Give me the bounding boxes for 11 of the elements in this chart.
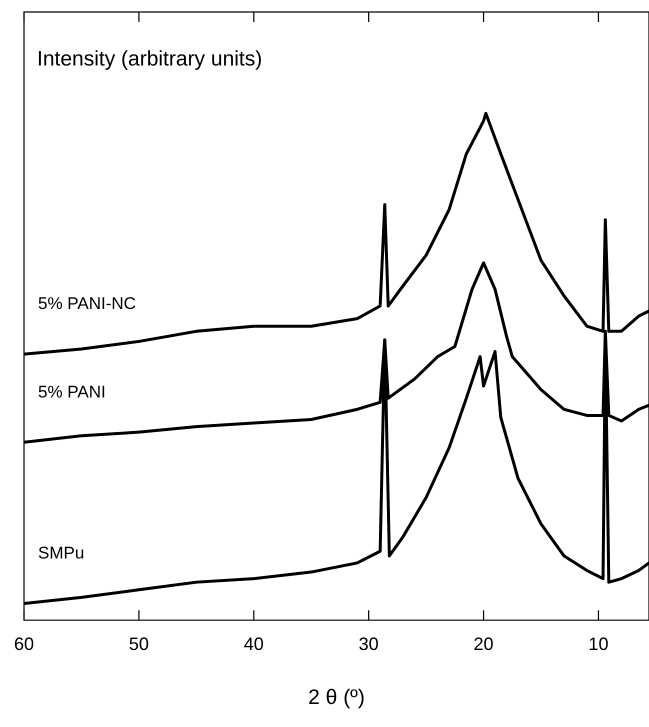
x-tick-label: 10 xyxy=(588,634,608,654)
series-label: 5% PANI-NC xyxy=(38,294,136,314)
x-tick-label: 60 xyxy=(14,634,34,654)
y-axis-title: Intensity (arbitrary units) xyxy=(37,47,262,70)
x-tick-label: 20 xyxy=(474,634,494,654)
series-label: 5% PANI xyxy=(38,382,106,402)
x-axis-title: 2 θ (º) xyxy=(308,686,365,710)
x-tick-label: 40 xyxy=(244,634,264,654)
x-tick-label: 30 xyxy=(358,634,379,654)
x-tick-label: 50 xyxy=(128,634,149,654)
text: SMPu xyxy=(38,543,84,562)
